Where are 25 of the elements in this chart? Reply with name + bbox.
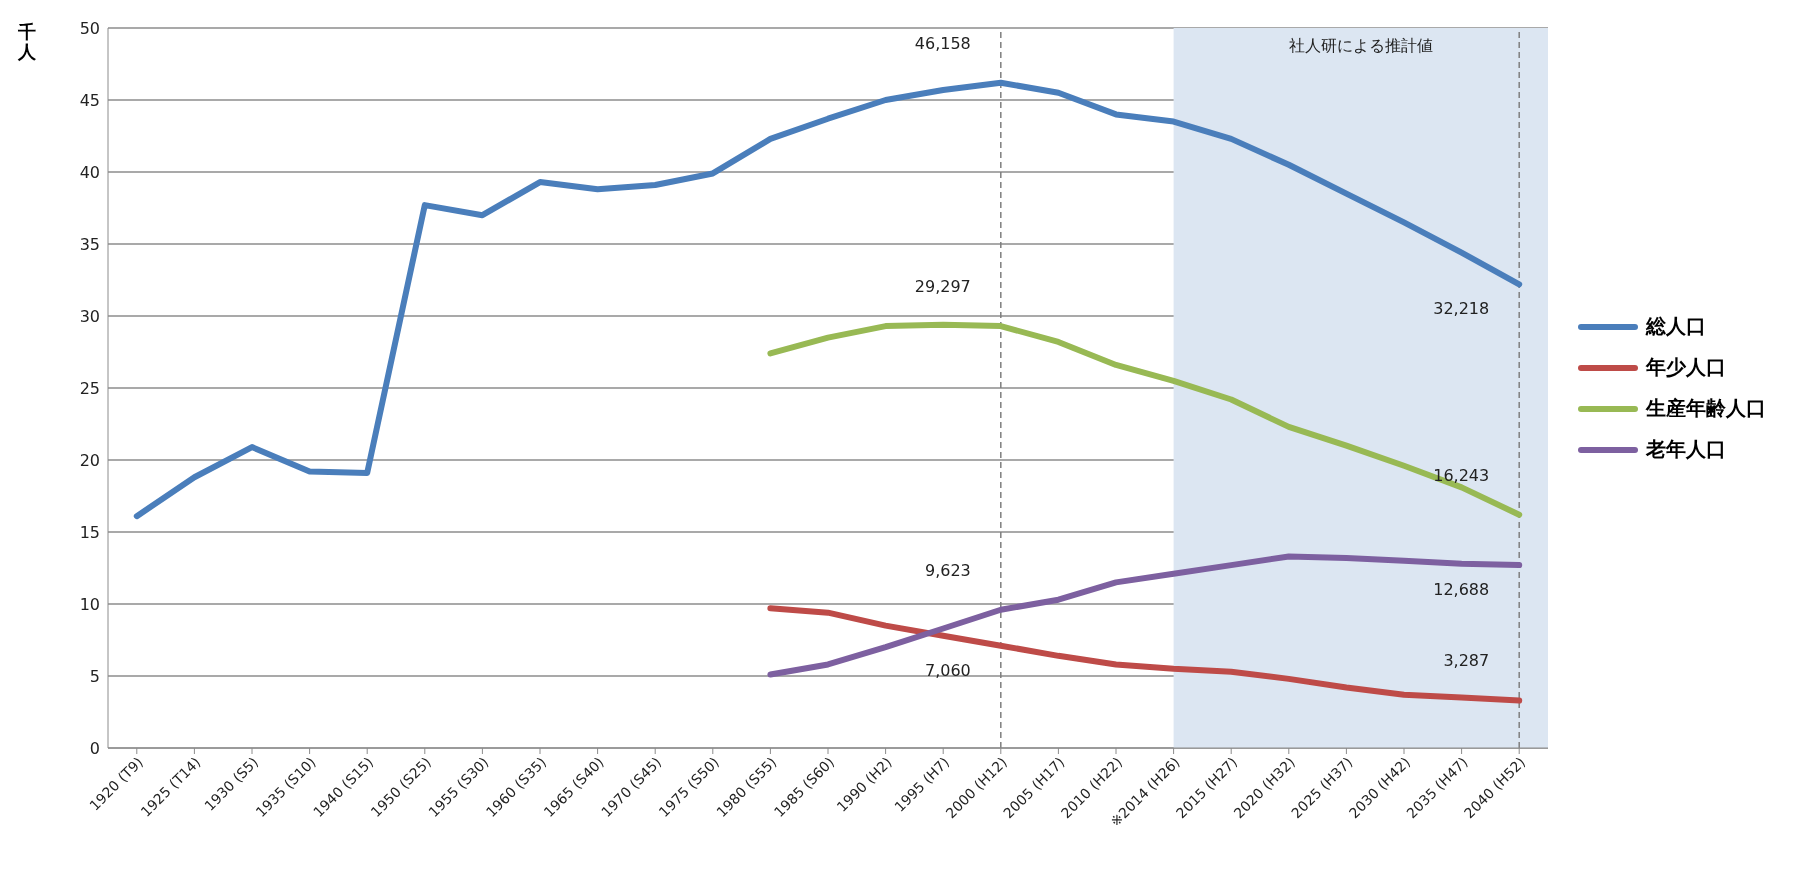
y-tick-label: 10 — [79, 594, 100, 614]
y-axis-title: 千人 — [18, 21, 36, 62]
annotation: 29,297 — [914, 277, 971, 297]
y-tick-label: 50 — [79, 18, 100, 38]
y-tick-label: 35 — [79, 234, 100, 254]
annotation: 9,623 — [924, 560, 971, 580]
y-tick-label: 20 — [79, 450, 100, 470]
y-tick-label: 25 — [79, 378, 100, 398]
annotation: 12,688 — [1433, 580, 1490, 600]
annotation: 32,218 — [1433, 299, 1490, 319]
annotation: 3,287 — [1443, 651, 1490, 671]
y-tick-label: 0 — [89, 738, 100, 758]
annotation: 46,158 — [914, 33, 971, 53]
legend-label: 年少人口 — [1646, 354, 1726, 381]
y-tick-label: 45 — [79, 90, 100, 110]
y-tick-label: 40 — [79, 162, 100, 182]
y-tick-label: 30 — [79, 306, 100, 326]
annotation: 16,243 — [1433, 465, 1490, 485]
annotation: 7,060 — [924, 660, 971, 680]
legend-label: 生産年齢人口 — [1646, 395, 1766, 422]
legend-label: 老年人口 — [1646, 436, 1726, 463]
band-label: 社人研による推計値 — [1288, 36, 1433, 56]
y-tick-label: 15 — [79, 522, 100, 542]
y-tick-label: 5 — [89, 666, 100, 686]
legend-label: 総人口 — [1646, 313, 1706, 340]
